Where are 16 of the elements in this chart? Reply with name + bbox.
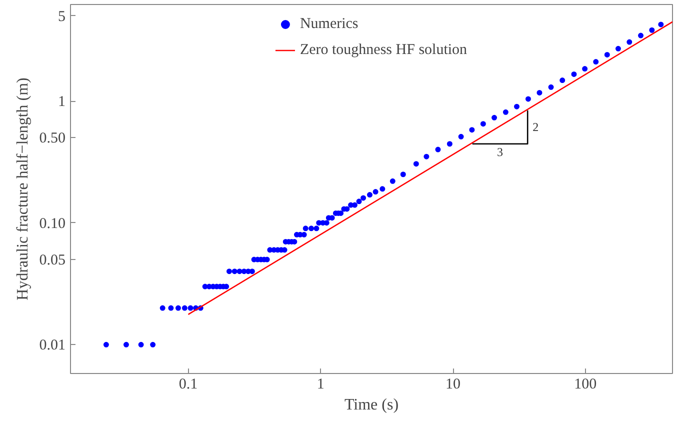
y-tick-label: 5: [58, 8, 66, 25]
annotation: 2: [532, 120, 539, 134]
y-tick-label: 0.05: [39, 252, 66, 269]
y-tick-label: 1: [58, 94, 66, 110]
x-tick-label: 1: [316, 376, 324, 392]
y-tick-label: 0.01: [39, 338, 66, 354]
annotation: 3: [496, 144, 503, 159]
legend-label: Zero toughness HF solution: [300, 42, 468, 58]
x-axis-title: Time (s): [344, 396, 399, 414]
x-tick-label: 0.1: [178, 376, 198, 392]
x-tick-label: 10: [446, 376, 461, 392]
y-tick-label: 0.10: [39, 216, 66, 232]
legend-label: Numerics: [300, 16, 358, 32]
x-tick-label: 100: [574, 376, 597, 392]
y-tick-label: 0.50: [39, 130, 66, 147]
y-axis-title: Hydraulic fracture half−length (m): [14, 78, 32, 300]
